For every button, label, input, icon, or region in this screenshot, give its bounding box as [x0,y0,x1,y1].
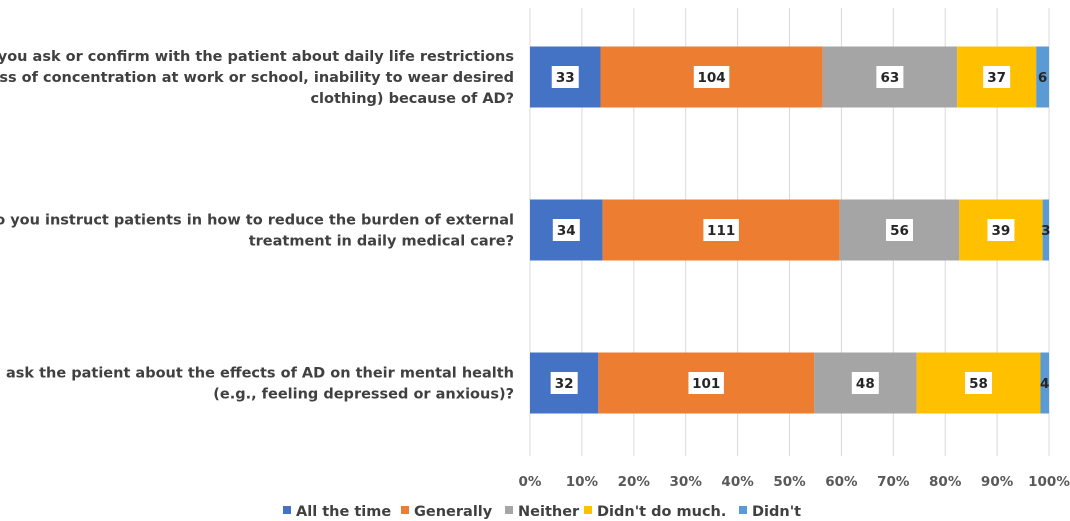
x-axis-ticks: 0% 10% 20% 30% 40% 50% 60% 70% 80% 90% 100% [519,474,1070,490]
data-label: 104 [697,70,725,86]
data-label: 37 [987,70,1006,86]
legend-label: Didn't [752,504,801,520]
legend-swatch [283,506,291,514]
category-labels: Do you ask or confirm with the patient a… [0,49,514,403]
legend-label: Didn't do much. [597,504,726,520]
data-label: 32 [555,376,574,392]
data-label-box [876,66,904,88]
data-label-box [551,66,579,88]
x-tick-label: 70% [877,474,910,490]
data-label-box [851,372,879,394]
category-label-line: Do you ask the patient about the effects… [0,366,514,382]
category-label-line: Do you ask or confirm with the patient a… [0,49,514,65]
legend-label: All the time [296,504,391,520]
bar-segment [1036,46,1049,108]
x-tick-label: 80% [929,474,962,490]
category-label: Do you ask the patient about the effects… [0,366,514,403]
bars: 33 104 63 37 6 34 111 56 39 3 32 101 48 58 4 [530,46,1050,414]
x-tick-label: 20% [618,474,651,490]
x-tick-label: 30% [670,474,703,490]
data-label-box [987,219,1015,241]
data-label-box [983,66,1011,88]
data-label: 48 [856,376,875,392]
category-label-line: treatment in daily medical care? [249,234,514,250]
category-label: Do you instruct patients in how to reduc… [0,213,514,250]
data-label-box [693,66,730,88]
data-label: 34 [557,223,576,239]
data-label: 6 [1038,70,1047,86]
legend-swatch [739,506,747,514]
data-label-box [552,219,580,241]
data-label: 4 [1040,376,1049,392]
data-label: 111 [707,223,735,239]
data-label-box [688,372,724,394]
category-label: Do you ask or confirm with the patient a… [0,49,514,107]
legend-swatch [505,506,513,514]
category-label-line: (loss of concentration at work or school… [0,70,514,86]
data-label: 58 [969,376,988,392]
category-label-line: clothing) because of AD? [310,91,514,107]
data-label: 56 [890,223,909,239]
category-label-line: Do you instruct patients in how to reduc… [0,213,514,229]
data-label: 101 [692,376,720,392]
x-tick-label: 100% [1028,474,1070,490]
data-label-box [885,219,913,241]
x-tick-label: 40% [721,474,754,490]
data-label: 3 [1041,223,1050,239]
data-label: 39 [992,223,1011,239]
data-label-box [703,219,739,241]
data-label-box [550,372,578,394]
data-label-box [965,372,993,394]
legend-label: Generally [414,504,493,520]
x-tick-label: 50% [773,474,806,490]
data-label: 33 [556,70,575,86]
bar-segment [1042,199,1049,261]
category-label-line: (e.g., feeling depressed or anxious)? [213,387,514,403]
x-tick-label: 60% [825,474,858,490]
data-label: 63 [880,70,899,86]
legend: All the time Generally Neither Didn't do mu… [283,504,801,520]
x-tick-label: 10% [566,474,599,490]
x-tick-label: 90% [981,474,1014,490]
legend-swatch [401,506,409,514]
x-tick-label: 0% [519,474,542,490]
bar-segment [1040,352,1049,414]
legend-label: Neither [518,504,580,520]
legend-swatch [584,506,592,514]
